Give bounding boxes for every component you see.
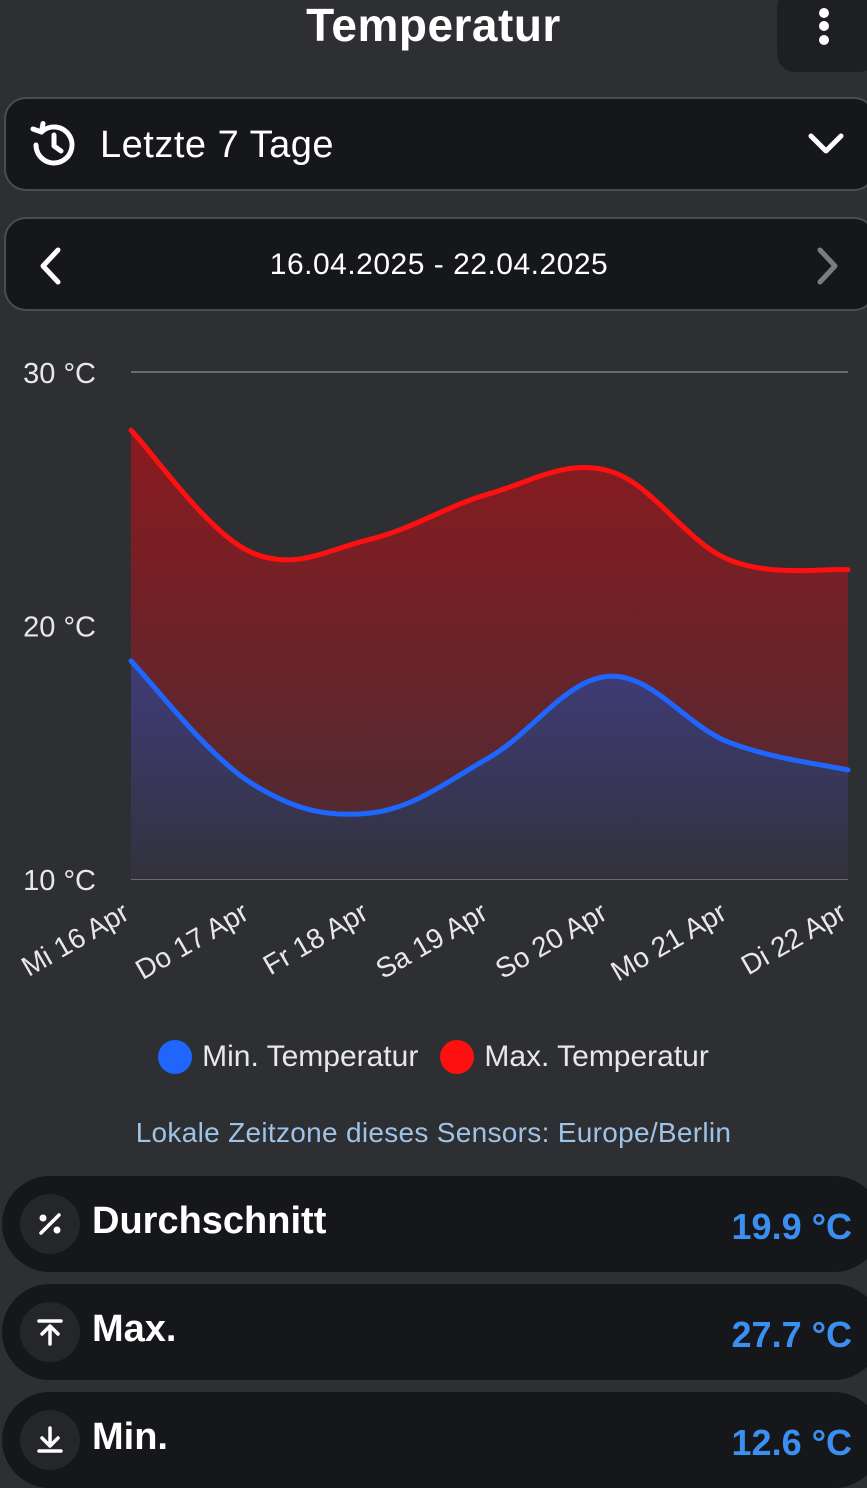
- stat-min-value: 12.6 °C: [731, 1422, 852, 1463]
- min-series-line: [128, 658, 851, 817]
- arrow-up-to-line-icon: [20, 1302, 80, 1362]
- page-title: Temperatur: [306, 0, 561, 51]
- chevron-right-icon[interactable]: [812, 245, 842, 287]
- legend-label-max: Max. Temperatur: [484, 1040, 709, 1073]
- y-tick-label: 10 °C: [23, 865, 96, 897]
- min-series-point[interactable]: [364, 807, 376, 819]
- y-tick-label: 30 °C: [23, 358, 96, 390]
- min-series-area: [131, 660, 848, 879]
- max-series-point[interactable]: [245, 546, 257, 558]
- y-tick-label: 20 °C: [23, 612, 96, 644]
- date-range-text: 16.04.2025 - 22.04.2025: [269, 248, 609, 281]
- x-tick-label: Mi 16 Apr: [16, 896, 134, 982]
- x-tick-label: Do 17 Apr: [130, 896, 253, 985]
- x-tick-label: Mo 21 Apr: [605, 896, 731, 987]
- max-series-point[interactable]: [842, 564, 854, 576]
- more-vertical-icon: [819, 8, 829, 45]
- min-series-point[interactable]: [125, 655, 137, 667]
- more-menu-button[interactable]: [777, 0, 867, 72]
- stat-max-label: Max.: [92, 1308, 177, 1350]
- legend-dot-max: [440, 1040, 475, 1074]
- min-series-point[interactable]: [484, 751, 496, 763]
- percent-icon: [20, 1194, 80, 1254]
- min-series-point[interactable]: [842, 764, 854, 776]
- min-series-point[interactable]: [245, 777, 257, 789]
- x-tick-label: So 20 Apr: [490, 896, 612, 984]
- history-icon: [30, 121, 75, 166]
- max-series-point[interactable]: [125, 424, 137, 436]
- stat-average-label: Durchschnitt: [92, 1200, 327, 1242]
- legend-item-max[interactable]: Max. Temperatur: [440, 1040, 709, 1074]
- max-series-point[interactable]: [364, 533, 376, 545]
- max-series-point[interactable]: [723, 554, 735, 566]
- chevron-down-icon: [808, 133, 844, 154]
- legend-label-min: Min. Temperatur: [202, 1040, 419, 1073]
- chevron-left-icon[interactable]: [36, 245, 66, 287]
- time-range-label: Letzte 7 Tage: [100, 124, 334, 166]
- x-tick-label: Fr 18 Apr: [258, 896, 373, 980]
- time-range-select[interactable]: Letzte 7 Tage: [4, 97, 867, 191]
- max-series-point[interactable]: [603, 465, 615, 477]
- stat-max-value: 27.7 °C: [731, 1314, 852, 1355]
- stat-min: Min. 12.6 °C: [2, 1392, 867, 1488]
- legend-item-min[interactable]: Min. Temperatur: [158, 1040, 418, 1074]
- min-series-point[interactable]: [723, 736, 735, 748]
- max-series-point[interactable]: [484, 488, 496, 500]
- legend-dot-min: [158, 1040, 193, 1074]
- timezone-note: Lokale Zeitzone dieses Sensors: Europe/B…: [135, 1117, 732, 1148]
- stat-min-label: Min.: [92, 1416, 168, 1458]
- min-series-point[interactable]: [603, 670, 615, 682]
- x-tick-label: Sa 19 Apr: [370, 896, 492, 984]
- arrow-down-to-line-icon: [20, 1410, 80, 1470]
- date-range-navigator: 16.04.2025 - 22.04.2025: [4, 217, 867, 311]
- chart-legend: Min. Temperatur Max. Temperatur: [0, 1035, 867, 1079]
- max-series-line: [128, 427, 851, 574]
- stat-average: Durchschnitt 19.9 °C: [2, 1176, 867, 1272]
- stat-max: Max. 27.7 °C: [2, 1284, 867, 1380]
- stat-average-value: 19.9 °C: [731, 1206, 852, 1247]
- x-tick-label: Di 22 Apr: [736, 896, 851, 980]
